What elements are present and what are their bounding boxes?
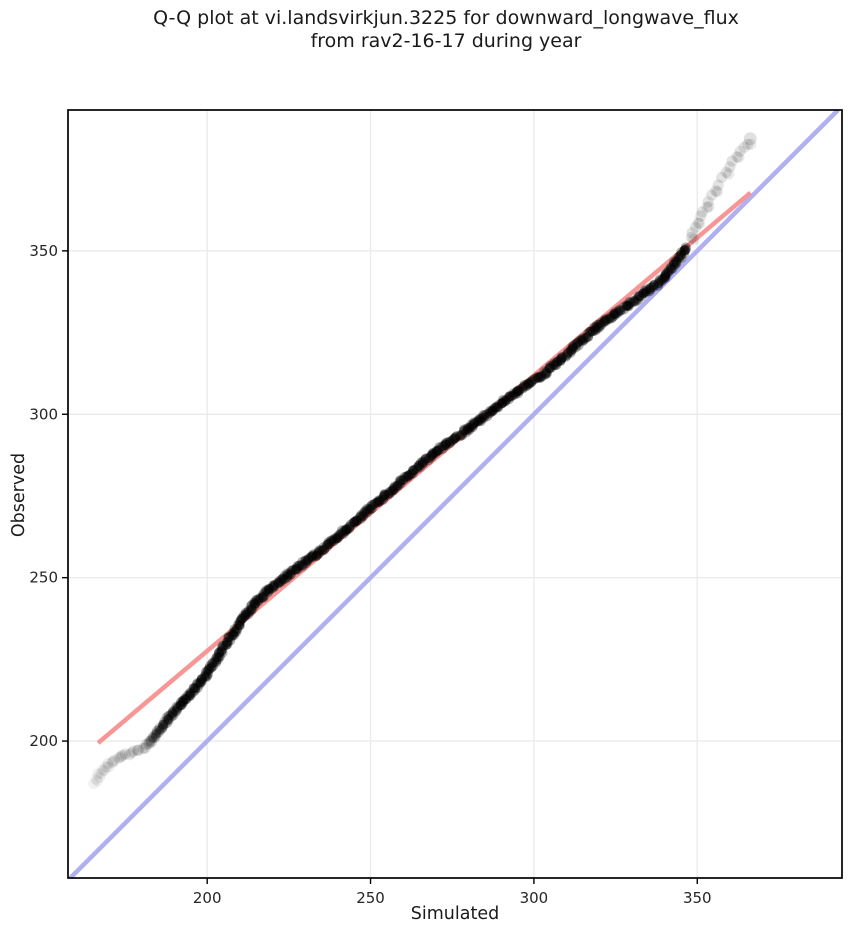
y-tick-label-200: 200 (29, 732, 58, 750)
x-axis-label: Simulated (410, 904, 500, 924)
y-tick-label-350: 350 (29, 242, 58, 260)
chart-title-line2: from rav2-16-17 during year (310, 30, 582, 52)
x-tick-label-300: 300 (520, 889, 549, 907)
identity-line (68, 109, 840, 879)
chart-title-line1: Q-Q plot at vi.landsvirkjun.3225 for dow… (153, 7, 739, 29)
x-tick-label-250: 250 (356, 889, 385, 907)
chart-title: Q-Q plot at vi.landsvirkjun.3225 for dow… (50, 7, 842, 53)
y-tick-label-250: 250 (29, 569, 58, 587)
x-tick-label-350: 350 (683, 889, 712, 907)
fit-line (96, 190, 752, 745)
x-tick-label-200: 200 (193, 889, 222, 907)
axis-ticks (62, 250, 698, 884)
gridlines (68, 110, 842, 878)
tick-labels: 200 250 300 350 200 250 300 350 (29, 242, 711, 907)
qq-scatter-points (88, 132, 757, 790)
plot-border (67, 109, 843, 879)
y-tick-label-300: 300 (29, 405, 58, 423)
y-axis-label: Observed (9, 452, 29, 538)
